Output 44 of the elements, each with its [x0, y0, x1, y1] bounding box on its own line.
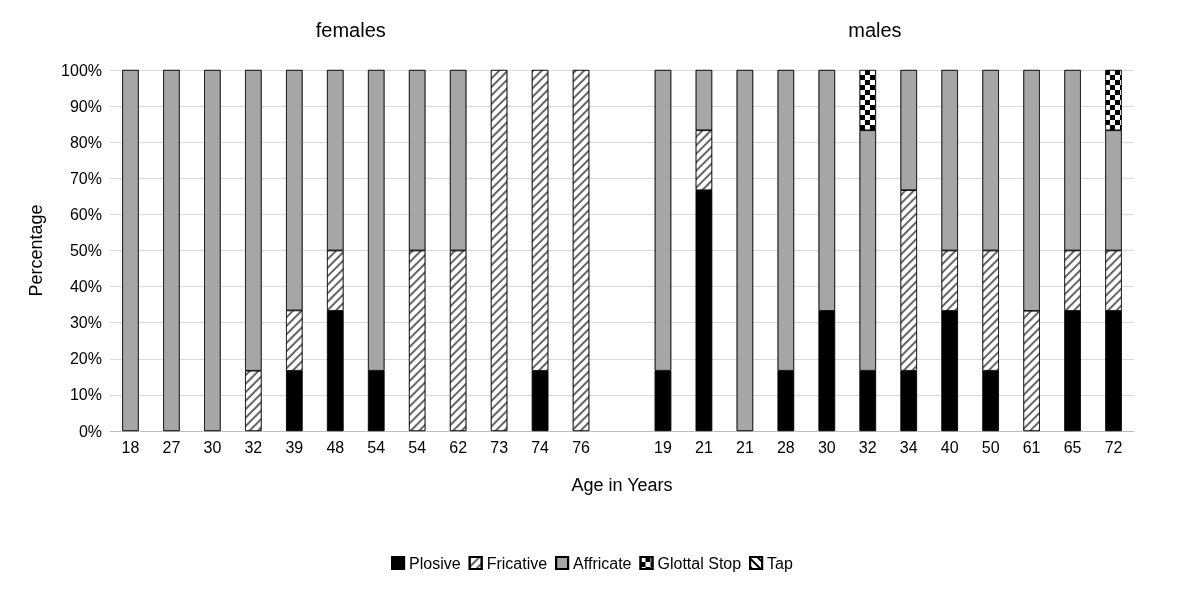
text: males [848, 19, 902, 41]
x-tick-label: 62 [449, 438, 468, 456]
legend-label: Tap [767, 554, 794, 572]
y-axis-title: Percentage [26, 204, 46, 297]
x-tick-label: 76 [572, 438, 591, 456]
x-tick-label: 32 [858, 438, 877, 456]
x-tick-label: 30 [817, 438, 836, 456]
y-tick-label: 50% [69, 242, 102, 259]
y-tick-label: 100% [61, 61, 102, 79]
x-tick-label: 39 [285, 438, 304, 456]
x-tick-label: 27 [162, 438, 181, 456]
x-tick-label: 19 [654, 438, 672, 456]
x-tick-label: 18 [121, 438, 140, 456]
y-tick-label: 60% [69, 205, 102, 223]
legend-label: Glottal Stop [657, 554, 742, 572]
y-tick-label: 80% [69, 133, 102, 151]
x-tick-label: 30 [203, 438, 222, 456]
y-tick-label: 20% [69, 350, 102, 368]
x-tick-label: 21 [695, 438, 713, 456]
x-tick-label: 65 [1063, 438, 1082, 456]
x-tick-label: 48 [326, 438, 345, 456]
x-tick-label: 54 [367, 438, 386, 456]
text: females [315, 19, 386, 41]
x-tick-label: 61 [1022, 438, 1041, 456]
y-tick-label: 0% [78, 422, 102, 440]
x-tick-label: 28 [776, 438, 795, 456]
x-tick-label: 32 [244, 438, 263, 456]
x-tick-label: 72 [1104, 438, 1123, 456]
x-tick-label: 34 [899, 438, 918, 456]
x-tick-label: 21 [735, 438, 754, 456]
y-tick-label: 10% [69, 386, 102, 404]
x-tick-label: 50 [981, 438, 1000, 456]
y-tick-label: 90% [69, 97, 102, 115]
y-tick-label: 40% [69, 278, 102, 296]
x-tick-label: 54 [408, 438, 427, 456]
legend-label: Fricative [486, 554, 548, 572]
x-tick-label: 74 [531, 438, 550, 456]
y-tick-label: 30% [69, 314, 102, 332]
legend-label: Plosive [409, 554, 461, 572]
x-tick-label: 73 [490, 438, 509, 456]
y-tick-label: 70% [69, 169, 102, 187]
legend-label: Affricate [573, 554, 632, 572]
x-axis-title: Age in Years [571, 475, 673, 495]
x-tick-label: 40 [940, 438, 959, 456]
